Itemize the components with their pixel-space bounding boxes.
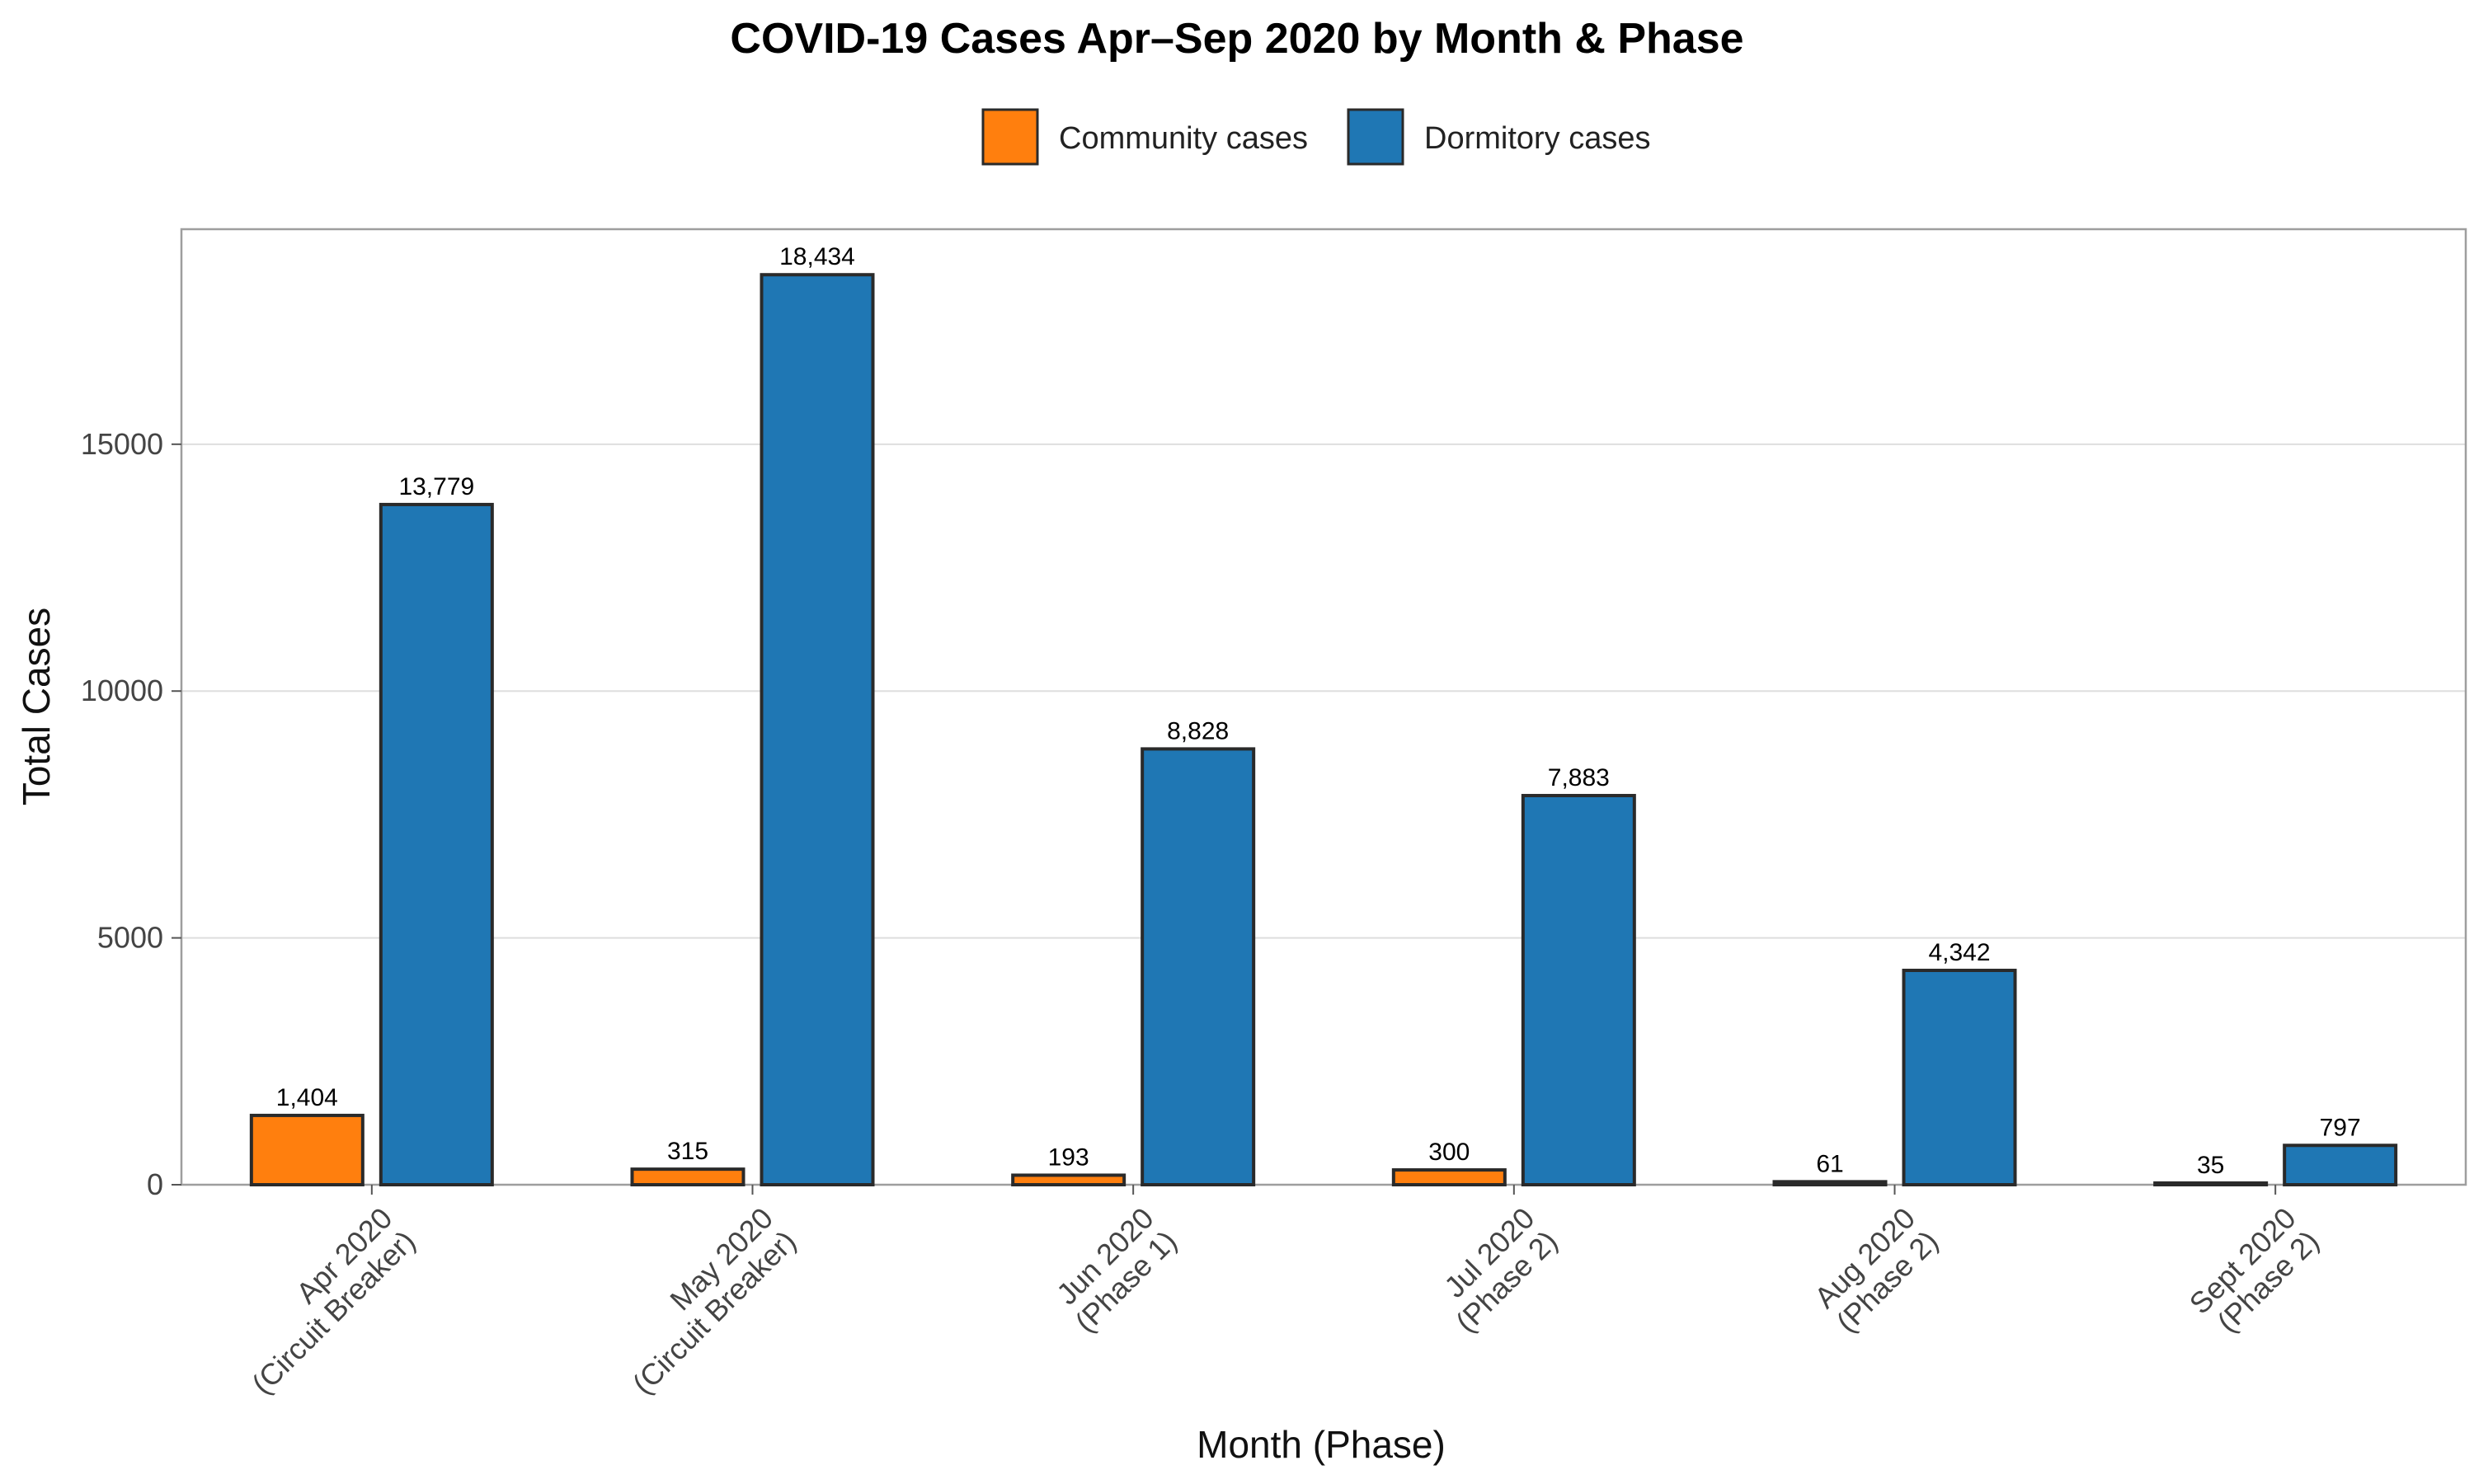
plot-frame — [180, 228, 2467, 1186]
data-label: 35 — [2197, 1152, 2224, 1179]
dormitory-bar — [1521, 793, 1636, 1186]
data-label: 8,828 — [1167, 717, 1229, 744]
y-axis-title: Total Cases — [15, 608, 58, 805]
data-label: 13,779 — [398, 473, 474, 500]
x-tick-label: Jul 2020(Phase 2) — [1426, 1201, 1564, 1339]
community-bar — [1391, 1168, 1507, 1187]
x-tick-label: Aug 2020(Phase 2) — [1807, 1201, 1945, 1339]
legend: Community cases Dormitory cases — [981, 108, 1651, 166]
data-label: 193 — [1048, 1144, 1089, 1171]
community-bar — [1011, 1173, 1126, 1186]
community-bar — [2153, 1181, 2269, 1187]
data-labels: 1,404 13,779 315 18,434 193 8,828 300 7,883 61 4,… — [276, 243, 2361, 1179]
chart-title: COVID-19 Cases Apr–Sep 2020 by Month & P… — [730, 15, 1743, 63]
x-tick-label: May 2020(Circuit Breaker) — [603, 1201, 802, 1401]
bars — [249, 273, 2398, 1187]
data-label: 4,342 — [1928, 939, 1990, 966]
data-label: 797 — [2320, 1114, 2361, 1141]
y-tick-label: 5000 — [97, 921, 163, 955]
gridlines — [181, 443, 2466, 939]
y-tick-label: 0 — [147, 1167, 163, 1201]
y-tick-label: 10000 — [81, 674, 163, 707]
community-bar — [249, 1113, 365, 1186]
data-label: 18,434 — [779, 243, 855, 270]
legend-swatch-community — [981, 108, 1039, 166]
dormitory-bar — [1902, 969, 2017, 1186]
community-bar — [630, 1167, 745, 1187]
data-label: 7,883 — [1548, 764, 1610, 791]
x-axis-title: Month (Phase) — [1197, 1423, 1446, 1466]
dormitory-bar — [379, 502, 494, 1186]
y-axis: 0 5000 10000 15000 — [81, 427, 181, 1201]
data-label: 315 — [667, 1138, 708, 1165]
legend-label-community: Community cases — [1059, 121, 1308, 156]
community-bar — [1772, 1180, 1888, 1186]
legend-swatch-dormitory — [1347, 108, 1404, 166]
x-axis: Apr 2020(Circuit Breaker) May 2020(Circui… — [222, 1185, 2326, 1401]
dormitory-bar — [760, 273, 875, 1186]
x-tick-label: Sept 2020(Phase 2) — [2183, 1201, 2326, 1344]
x-tick-label: Apr 2020(Circuit Breaker) — [222, 1201, 421, 1401]
legend-label-dormitory: Dormitory cases — [1424, 121, 1651, 156]
data-label: 61 — [1816, 1150, 1843, 1177]
x-tick-label: Jun 2020(Phase 1) — [1045, 1201, 1183, 1339]
data-label: 1,404 — [276, 1084, 338, 1111]
dormitory-bar — [2283, 1144, 2398, 1187]
data-label: 300 — [1428, 1139, 1470, 1166]
dormitory-bar — [1141, 747, 1256, 1186]
y-tick-label: 15000 — [81, 427, 163, 461]
